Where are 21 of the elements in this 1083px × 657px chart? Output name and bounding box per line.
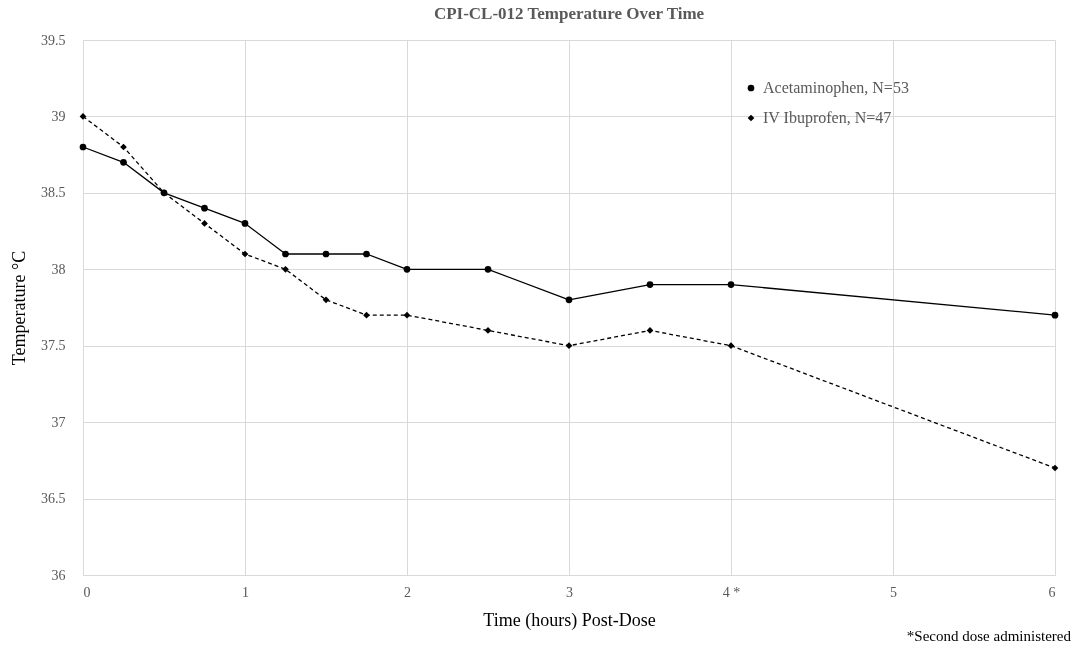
y-tick-label: 36 bbox=[51, 567, 66, 583]
x-tick-label: 3 bbox=[566, 584, 573, 600]
x-tick-label: 5 bbox=[890, 584, 897, 600]
x-axis-title: Time (hours) Post-Dose bbox=[483, 609, 656, 631]
text: *Second dose administered bbox=[906, 628, 1071, 645]
legend-label: Acetaminophen, N=53 bbox=[763, 79, 909, 97]
y-axis-title: Temperature °C bbox=[9, 250, 29, 366]
y-tick-label: 39 bbox=[51, 108, 66, 124]
y-tick-label: 36.5 bbox=[41, 491, 66, 507]
x-tick-label: 0 bbox=[83, 584, 91, 600]
x-tick-label: 2 bbox=[404, 584, 411, 600]
y-tick-label: 38.5 bbox=[41, 185, 66, 201]
y-tick-label: 39.5 bbox=[41, 32, 66, 48]
y-tick-label: 37.5 bbox=[41, 338, 66, 354]
y-tick-label: 38 bbox=[51, 261, 66, 277]
y-tick-label: 37 bbox=[51, 414, 66, 430]
x-tick-label: 1 bbox=[242, 584, 249, 600]
x-tick-label: 4 * bbox=[722, 584, 741, 600]
chart-title: CPI-CL-012 Temperature Over Time bbox=[433, 4, 705, 23]
legend-label: IV Ibuprofen, N=47 bbox=[763, 109, 892, 127]
x-tick-label: 6 bbox=[1048, 584, 1056, 600]
